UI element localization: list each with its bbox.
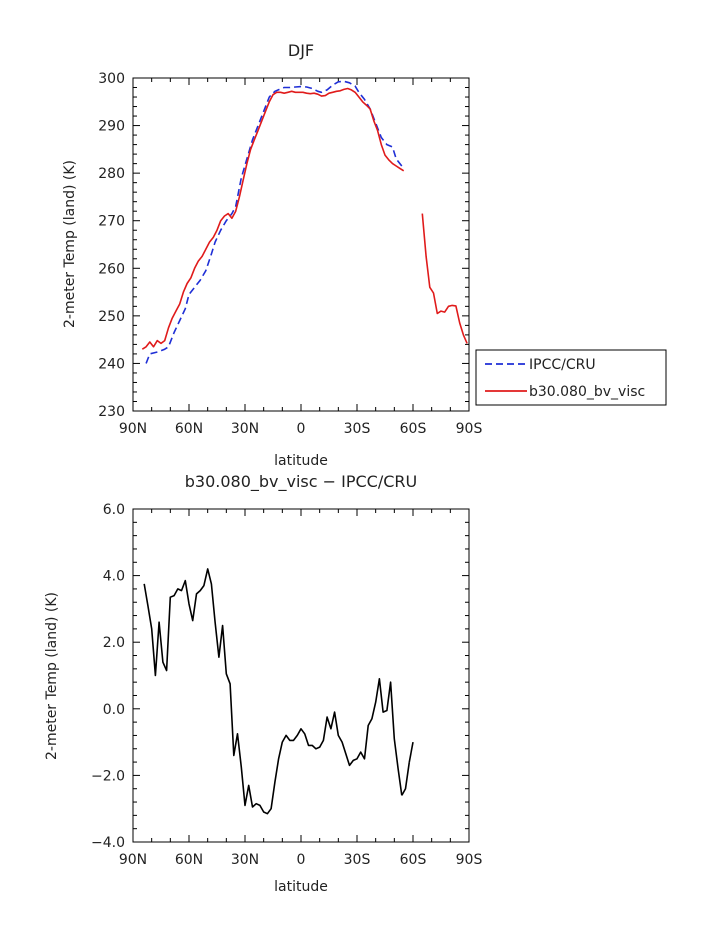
x-tick-label: 30S [344,852,371,868]
bottom-chart-title: b30.080_bv_visc − IPCC/CRU [185,472,418,492]
y-tick-label: 260 [98,261,125,277]
bottom-x-axis-title: latitude [274,879,328,895]
x-tick-label: 90S [456,852,483,868]
legend-box [475,349,667,406]
y-tick-label: 280 [98,166,125,182]
x-tick-label: 60S [400,421,427,437]
top-plot-frame [132,77,470,412]
x-tick-label: 60S [400,852,427,868]
series-line-b30-080-bv-visc [421,213,468,344]
x-tick-label: 60N [175,421,203,437]
top-y-axis-title: 2-meter Temp (land) (K) [62,160,78,328]
bottom-x-axis: 90N 60N 30N 0 30S 60S 90S [119,509,483,868]
y-tick-label: 290 [98,119,125,135]
y-tick-label: −2.0 [91,768,125,784]
legend-label-b30-080-bv-visc: b30.080_bv_visc [529,384,645,400]
x-tick-label: 30S [344,421,371,437]
series-line-b30-080-bv-visc-ipcc-cru [401,761,411,796]
x-tick-label: 0 [297,421,306,437]
top-chart: DJF 230 240 250 260 270 280 290 300 90N 60N 30N 0 3… [62,41,667,469]
x-tick-label: 90S [456,421,483,437]
x-tick-label: 90N [119,421,147,437]
y-tick-label: 4.0 [103,569,125,585]
y-tick-label: 230 [98,404,125,420]
legend-label-ipcc-cru: IPCC/CRU [529,357,596,373]
bottom-y-axis-title: 2-meter Temp (land) (K) [44,592,60,760]
series-line-b30-080-bv-visc [141,87,405,350]
top-series-group [141,80,468,364]
top-x-axis-title: latitude [274,453,328,469]
y-tick-label: 240 [98,356,125,372]
bottom-series-group [143,568,414,815]
y-tick-label: 6.0 [103,502,125,518]
x-tick-label: 60N [175,852,203,868]
legend: IPCC/CRU b30.080_bv_visc [475,349,667,406]
top-y-axis: 230 240 250 260 270 280 290 300 [98,71,469,420]
y-tick-label: 2.0 [103,635,125,651]
series-line-b30-080-bv-visc-ipcc-cru [408,741,414,763]
x-tick-label: 90N [119,852,147,868]
top-chart-title: DJF [288,41,314,60]
y-tick-label: −4.0 [91,835,125,851]
series-line-b30-080-bv-visc-ipcc-cru [143,568,403,815]
x-tick-label: 0 [297,852,306,868]
bottom-chart: b30.080_bv_visc − IPCC/CRU −4.0 −2.0 0.0 2.… [44,472,482,895]
bottom-plot-frame [132,508,470,843]
top-x-axis: 90N 60N 30N 0 30S 60S 90S [119,78,483,437]
y-tick-label: 300 [98,71,125,87]
series-line-ipcc-cru [145,80,403,364]
bottom-y-axis: −4.0 −2.0 0.0 2.0 4.0 6.0 [91,502,469,851]
x-tick-label: 30N [231,852,259,868]
y-tick-label: 250 [98,309,125,325]
y-tick-label: 270 [98,214,125,230]
x-tick-label: 30N [231,421,259,437]
y-tick-label: 0.0 [103,702,125,718]
